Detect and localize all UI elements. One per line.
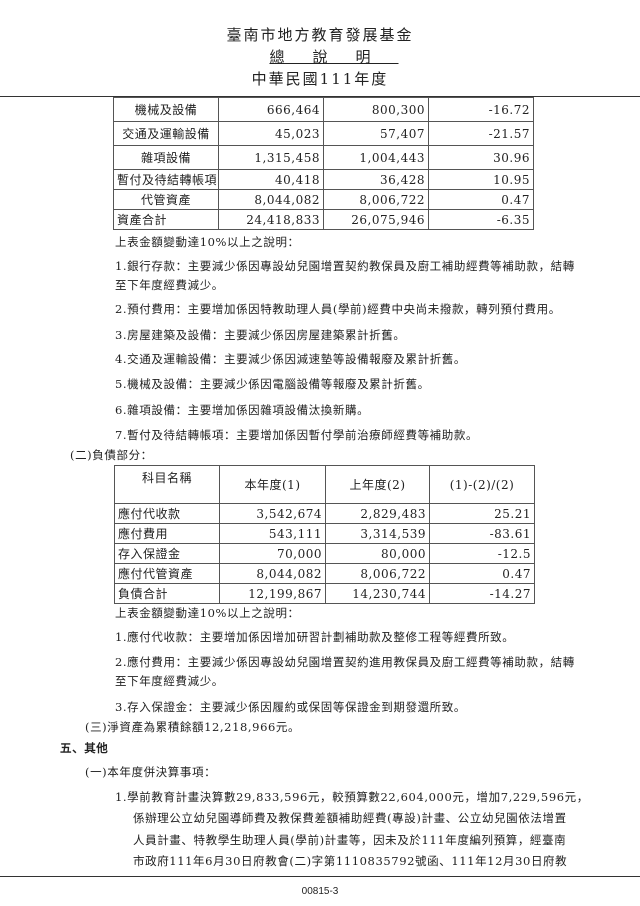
row-name: 交通及運輸設備 [113,121,219,146]
assets-notes-intro: 上表金額變動達10%以上之說明： [115,235,300,249]
previous-year: 14,230,744 [325,583,430,604]
previous-year: 26,075,946 [323,209,429,230]
table-row: 雜項設備 1,315,458 1,004,443 30.96 [113,145,534,170]
col-header-current: 本年度(1) [219,465,326,504]
previous-year: 8,006,722 [325,563,430,584]
change-percent: 30.96 [428,145,534,170]
row-name: 應付代收款 [114,503,220,524]
current-year: 40,418 [218,169,324,190]
liabilities-table: 科目名稱 本年度(1) 上年度(2) (1)-(2)/(2) 應付代收款 3,54… [114,465,535,604]
row-name: 應付代管資產 [114,563,220,584]
note-line: 市政府111年6月30日府教會(二)字第1110835792號函、111年12月… [133,854,568,868]
note-line: 人員計畫、特教學生助理人員(學前)計畫等，因未及於111年度編列預算，經臺南 [133,833,567,847]
table-row: 暫付及待結轉帳項 40,418 36,428 10.95 [113,169,534,190]
current-year: 8,044,082 [219,563,326,584]
note-line: 1.學前教育計畫決算數29,833,596元，較預算數22,604,000元，增… [115,790,589,804]
change-percent: -6.35 [428,209,534,230]
note-line: 7.暫付及待結轉帳項：主要增加係因暫付學前治療師經費等補助款。 [115,428,479,442]
current-year: 70,000 [219,543,326,564]
previous-year: 800,300 [323,97,429,122]
note-line: 3.存入保證金：主要減少係因履約或保固等保證金到期發還所致。 [115,700,466,714]
current-year: 1,315,458 [218,145,324,170]
table-row: 應付代收款 3,542,674 2,829,483 25.21 [114,503,535,524]
change-percent: 10.95 [428,169,534,190]
previous-year: 2,829,483 [325,503,430,524]
current-year: 8,044,082 [218,189,324,210]
note-line: 6.雜項設備：主要增加係因雜項設備汰換新購。 [115,403,370,417]
note-line: 係辦理公立幼兒園導師費及教保費差額補助經費(專設)計畫、公立幼兒園依法增置 [133,811,567,825]
current-year: 666,464 [218,97,324,122]
table-row: 應付代管資產 8,044,082 8,006,722 0.47 [114,563,535,584]
change-percent: -14.27 [429,583,535,604]
col-header-name: 科目名稱 [114,465,220,504]
table-row: 存入保證金 70,000 80,000 -12.5 [114,543,535,564]
net-assets: (三)淨資產為累積餘額12,218,966元。 [85,720,301,734]
table-row: 代管資產 8,044,082 8,006,722 0.47 [113,189,534,210]
previous-year: 57,407 [323,121,429,146]
section5-sub: (一)本年度併決算事項： [85,765,217,779]
table-row: 應付費用 543,111 3,314,539 -83.61 [114,523,535,544]
note-line: 2.預付費用：主要增加係因特教助理人員(學前)經費中央尚未撥款，轉列預付費用。 [115,302,561,316]
liabilities-heading: (二)負債部分： [70,448,153,462]
change-percent: -12.5 [429,543,535,564]
change-percent: 0.47 [429,563,535,584]
previous-year: 8,006,722 [323,189,429,210]
current-year: 3,542,674 [219,503,326,524]
note-line: 至下年度經費減少。 [115,674,224,688]
note-line: 1.應付代收款：主要增加係因增加研習計劃補助款及整修工程等經費所致。 [115,630,515,644]
row-name: 應付費用 [114,523,220,544]
assets-table: 機械及設備 666,464 800,300 -16.72 交通及運輸設備 45,023 57… [113,97,534,230]
note-line: 2.應付費用：主要減少係因專設幼兒園增置契約進用教保員及廚工經費等補助款，結轉 [115,655,575,669]
current-year: 543,111 [219,523,326,544]
row-name: 存入保證金 [114,543,220,564]
row-name: 負債合計 [114,583,220,604]
col-header-previous: 上年度(2) [325,465,430,504]
note-line: 4.交通及運輸設備：主要減少係因減速墊等設備報廢及累計折舊。 [115,352,466,366]
change-percent: -21.57 [428,121,534,146]
note-line: 至下年度經費減少。 [115,278,224,292]
doc-title: 總說明 [269,48,399,66]
table-row: 機械及設備 666,464 800,300 -16.72 [113,97,534,122]
row-name: 雜項設備 [113,145,219,170]
change-percent: -83.61 [429,523,535,544]
note-line: 5.機械及設備：主要減少係因電腦設備等報廢及累計折舊。 [115,377,430,391]
previous-year: 80,000 [325,543,430,564]
note-line: 3.房屋建築及設備：主要減少係因房屋建築累計折舊。 [115,328,406,342]
current-year: 24,418,833 [218,209,324,230]
row-name: 暫付及待結轉帳項 [113,169,219,190]
change-percent: 0.47 [428,189,534,210]
section5-heading: 五、其他 [60,741,109,755]
change-percent: 25.21 [429,503,535,524]
liabilities-notes-intro: 上表金額變動達10%以上之說明： [115,606,300,620]
org-title: 臺南市地方教育發展基金 [226,26,414,44]
current-year: 45,023 [218,121,324,146]
previous-year: 1,004,443 [323,145,429,170]
top-rule [0,96,640,97]
row-name: 資產合計 [113,209,219,230]
note-line: 1.銀行存款：主要減少係因專設幼兒園增置契約教保員及廚工補助經費等補助款，結轉 [115,259,575,273]
table-row: 負債合計 12,199,867 14,230,744 -14.27 [114,583,535,604]
bottom-rule [0,876,640,877]
previous-year: 36,428 [323,169,429,190]
table-row: 交通及運輸設備 45,023 57,407 -21.57 [113,121,534,146]
table-row: 資產合計 24,418,833 26,075,946 -6.35 [113,209,534,230]
fiscal-year: 中華民國111年度 [251,70,389,88]
page-number: 00815-3 [301,886,339,897]
previous-year: 3,314,539 [325,523,430,544]
row-name: 機械及設備 [113,97,219,122]
col-header-change: (1)-(2)/(2) [429,465,535,504]
row-name: 代管資產 [113,189,219,210]
change-percent: -16.72 [428,97,534,122]
current-year: 12,199,867 [219,583,326,604]
